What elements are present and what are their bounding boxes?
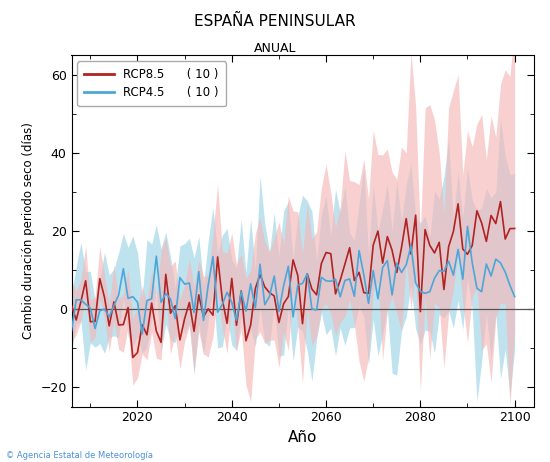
Text: © Agencia Estatal de Meteorología: © Agencia Estatal de Meteorología xyxy=(6,451,152,460)
Text: ESPAÑA PENINSULAR: ESPAÑA PENINSULAR xyxy=(194,14,356,29)
Y-axis label: Cambio duración periodo seco (días): Cambio duración periodo seco (días) xyxy=(21,122,35,340)
X-axis label: Año: Año xyxy=(288,430,317,445)
Legend: RCP8.5      ( 10 ), RCP4.5      ( 10 ): RCP8.5 ( 10 ), RCP4.5 ( 10 ) xyxy=(78,61,226,106)
Text: ANUAL: ANUAL xyxy=(254,42,296,55)
